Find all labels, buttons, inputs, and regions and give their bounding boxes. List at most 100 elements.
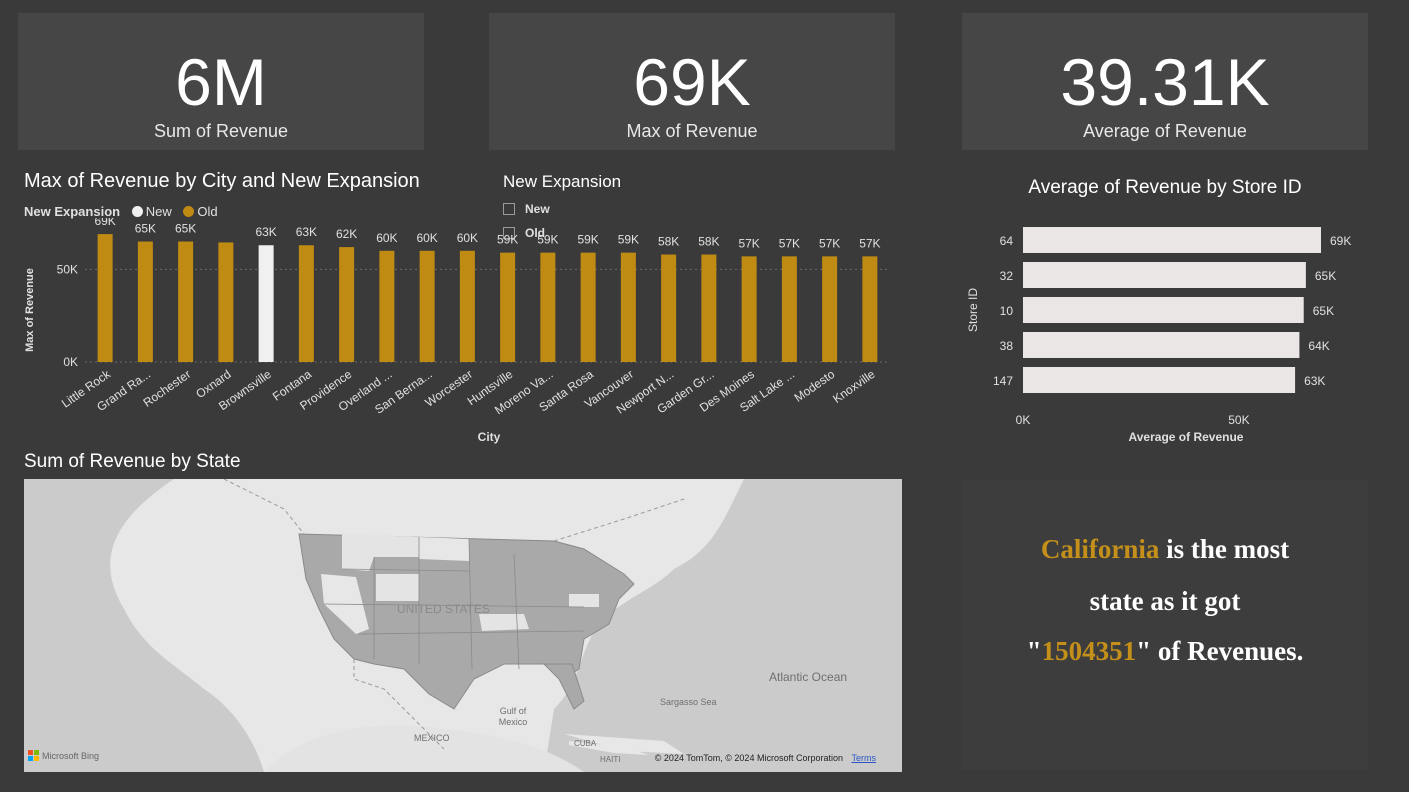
slicer-option-label: Old (525, 226, 545, 240)
bar-old[interactable] (137, 241, 153, 362)
store-bar[interactable] (1023, 332, 1300, 358)
checkbox[interactable] (503, 203, 515, 215)
kpi-value: 6M (175, 45, 267, 119)
store-chart-title: Average of Revenue by Store ID (1028, 177, 1302, 198)
city-bar-chart[interactable]: 0K 50K 69K 65K 65K 63K 63K 62K 60K 60K 60K 59K 59K 5… (10, 218, 910, 453)
data-label: 59K (497, 233, 518, 247)
store-bar[interactable] (1023, 297, 1304, 323)
bar-old[interactable] (459, 250, 475, 362)
bar-old[interactable] (97, 234, 113, 362)
y-tick-label: 147 (993, 374, 1013, 388)
insight-line-3: "1504351" of Revenues. (962, 636, 1368, 667)
y-axis-label: Max of Revenue (24, 268, 36, 352)
data-label: 58K (658, 235, 679, 249)
y-axis-label: Store ID (966, 288, 980, 332)
terms-link[interactable]: Terms (851, 753, 877, 763)
bar-old[interactable] (781, 256, 797, 362)
checkbox[interactable] (503, 227, 515, 239)
data-label: 69K (94, 218, 115, 228)
data-label: 59K (537, 233, 558, 247)
store-bar[interactable] (1023, 367, 1296, 393)
data-label: 69K (1330, 234, 1351, 248)
kpi-value: 69K (633, 45, 751, 119)
bing-brand: Microsoft Bing (42, 750, 100, 761)
store-bar-chart[interactable]: 64 32 10 38 147 69K 65K 65K 64K 63K 0K 50K Store … (962, 210, 1368, 450)
insight-line-1: California is the most (962, 534, 1368, 565)
x-tick-label: 0K (1016, 413, 1031, 427)
city-chart-title: Max of Revenue by City and New Expansion (24, 170, 420, 192)
map-title: Sum of Revenue by State (24, 451, 241, 472)
y-tick-label: 64 (1000, 234, 1014, 248)
slicer-option-new[interactable]: New (503, 202, 703, 216)
bar-old[interactable] (620, 252, 636, 362)
insight-card: California is the most state as it got "… (962, 480, 1368, 770)
bar-old[interactable] (178, 241, 194, 362)
bar-old[interactable] (741, 256, 757, 362)
y-tick-label: 50K (57, 262, 78, 276)
data-label: 57K (819, 236, 840, 250)
bar-old[interactable] (822, 256, 838, 362)
y-tick-label: 38 (1000, 339, 1014, 353)
data-label: 57K (738, 236, 759, 250)
bar-old[interactable] (379, 250, 395, 362)
data-label: 60K (416, 231, 437, 245)
map-label-atlantic: Atlantic Ocean (769, 670, 848, 684)
data-label: 60K (376, 231, 397, 245)
map-label-mexico: MEXICO (414, 733, 450, 743)
bar-old[interactable] (218, 242, 234, 362)
map-label-sargasso: Sargasso Sea (660, 697, 717, 707)
bar-old[interactable] (862, 256, 878, 362)
insight-line-2: state as it got (1089, 586, 1241, 616)
kpi-card-average[interactable]: 39.31K Average of Revenue (962, 13, 1368, 150)
attribution-text: © 2024 TomTom, © 2024 Microsoft Corporat… (654, 753, 843, 763)
store-bar[interactable] (1023, 227, 1321, 253)
y-tick-label: 10 (1000, 304, 1014, 318)
data-label: 60K (457, 231, 478, 245)
slicer-option-label: New (525, 202, 550, 216)
kpi-label: Max of Revenue (626, 121, 758, 141)
insight-quote-open: " (1026, 636, 1042, 666)
new-expansion-slicer: New Expansion New Old (503, 172, 703, 240)
slicer-option-old[interactable]: Old (503, 226, 703, 240)
data-label: 63K (296, 225, 317, 239)
kpi-label: Average of Revenue (1083, 121, 1247, 141)
legend-old-swatch (183, 206, 195, 217)
kpi-value: 39.31K (1060, 45, 1270, 119)
legend-new-label[interactable]: New (145, 204, 172, 219)
map-label-gulf: Gulf of Mexico (498, 706, 528, 727)
kpi-card-sum[interactable]: 6M Sum of Revenue (18, 13, 424, 150)
data-label: 57K (859, 236, 880, 250)
x-axis-label: Average of Revenue (1129, 430, 1244, 444)
data-label: 62K (336, 227, 357, 241)
bar-old[interactable] (661, 254, 677, 362)
bar-old[interactable] (701, 254, 717, 362)
x-tick-label: Modesto (792, 367, 838, 405)
x-axis-label: City (478, 430, 501, 444)
map-attribution: © 2024 TomTom, © 2024 Microsoft Corporat… (655, 753, 876, 763)
bar-old[interactable] (339, 247, 355, 362)
map-label-cuba: CUBA (574, 739, 597, 748)
insight-text: " of Revenues. (1136, 636, 1304, 666)
bar-old[interactable] (540, 252, 556, 362)
map-label-haiti: HAITI (600, 755, 621, 764)
store-bar[interactable] (1023, 262, 1306, 288)
kpi-label: Sum of Revenue (153, 121, 289, 141)
data-label: 63K (255, 225, 276, 239)
state-map[interactable]: UNITED STATES Atlantic Ocean Sargasso Se… (24, 479, 902, 772)
kpi-card-max[interactable]: 69K Max of Revenue (489, 13, 895, 150)
slicer-title: New Expansion (503, 172, 622, 191)
legend-title: New Expansion (24, 204, 121, 219)
map-canvas[interactable] (24, 479, 902, 772)
data-label: 63K (1304, 374, 1325, 388)
legend-old-label[interactable]: Old (197, 204, 218, 219)
bar-old[interactable] (580, 252, 596, 362)
bar-old[interactable] (419, 250, 435, 362)
insight-value: 1504351 (1041, 636, 1137, 666)
y-tick-label: 0K (63, 355, 78, 369)
bing-logo: Microsoft Bing (28, 750, 99, 761)
map-label-united-states: UNITED STATES (397, 602, 490, 616)
bar-new[interactable] (258, 245, 274, 362)
bar-old[interactable] (298, 245, 314, 362)
data-label: 65K (135, 222, 156, 236)
bar-old[interactable] (500, 252, 516, 362)
